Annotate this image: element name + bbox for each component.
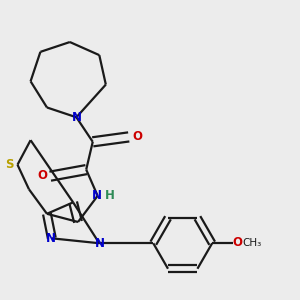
Text: O: O [233, 236, 243, 249]
Text: CH₃: CH₃ [242, 238, 262, 248]
Text: S: S [5, 158, 14, 171]
Text: N: N [46, 232, 56, 245]
Text: O: O [37, 169, 47, 182]
Text: N: N [95, 237, 105, 250]
Text: O: O [132, 130, 142, 143]
Text: N: N [72, 111, 82, 124]
Text: N: N [92, 189, 102, 202]
Text: H: H [105, 189, 115, 202]
